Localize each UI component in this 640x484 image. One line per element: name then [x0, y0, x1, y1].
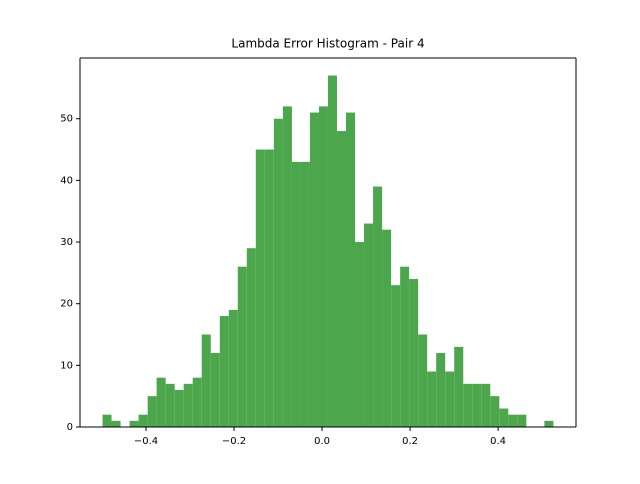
bar — [192, 377, 202, 427]
y-tick-label: 30 — [60, 237, 73, 248]
bar — [391, 285, 401, 427]
bar — [264, 149, 274, 427]
bar — [138, 414, 148, 427]
bar — [318, 106, 328, 427]
bar — [364, 223, 374, 427]
bar — [201, 334, 211, 427]
x-tick-label: −0.4 — [134, 436, 158, 447]
bar — [102, 414, 112, 427]
bar — [382, 229, 392, 427]
bar — [436, 353, 446, 427]
bar — [111, 420, 121, 427]
bar — [219, 316, 229, 427]
bar — [445, 371, 455, 427]
bar — [490, 396, 500, 427]
y-tick-label: 20 — [60, 299, 73, 310]
plot-area — [102, 75, 554, 428]
bar — [156, 377, 166, 427]
x-tick-label: 0.2 — [402, 436, 418, 447]
bar — [472, 383, 482, 427]
y-tick-label: 10 — [60, 360, 73, 371]
bar — [355, 242, 365, 427]
bar — [183, 383, 193, 427]
x-tick-label: 0.4 — [490, 436, 506, 447]
y-tick-label: 40 — [60, 175, 73, 186]
x-tick-label: −0.2 — [222, 436, 246, 447]
bar — [454, 346, 464, 427]
bar — [300, 161, 310, 428]
y-tick-label: 50 — [60, 114, 73, 125]
bar — [481, 383, 491, 427]
bar — [174, 390, 184, 427]
bar — [517, 414, 527, 427]
bar — [427, 371, 437, 427]
bar — [418, 334, 428, 427]
y-tick-label: 0 — [67, 422, 73, 433]
bar — [346, 112, 356, 428]
bar — [508, 414, 518, 427]
bar — [336, 131, 347, 427]
bar — [463, 383, 473, 427]
bar — [165, 383, 175, 427]
bar — [255, 149, 265, 427]
bar — [327, 75, 337, 428]
bar — [210, 353, 220, 427]
x-tick-label: 0.0 — [314, 436, 330, 447]
bar — [544, 420, 554, 427]
bar — [282, 106, 292, 427]
bar — [499, 408, 509, 427]
bar — [400, 266, 410, 427]
bar — [309, 112, 319, 428]
bar — [228, 309, 238, 427]
bar — [129, 420, 139, 427]
bar — [409, 279, 419, 427]
bar — [246, 248, 256, 427]
bar — [373, 186, 383, 427]
bar — [147, 396, 157, 427]
bar — [273, 118, 283, 428]
bar — [291, 161, 301, 428]
bar — [237, 266, 247, 427]
chart-title: Lambda Error Histogram - Pair 4 — [231, 37, 424, 51]
